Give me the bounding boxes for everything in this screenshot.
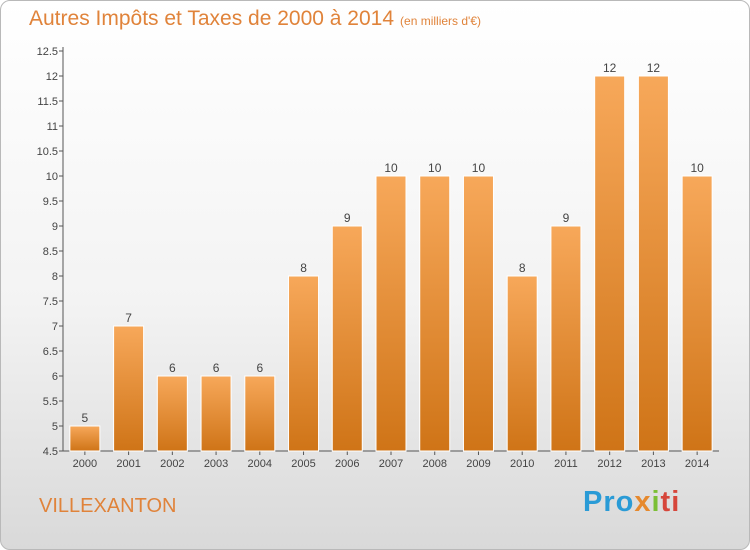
y-tick-label: 5.5 [43, 396, 58, 408]
town-name: VILLEXANTON [39, 495, 177, 517]
x-tick-label: 2008 [422, 458, 446, 470]
data-label: 12 [603, 61, 617, 75]
bar [156, 375, 188, 452]
data-label: 6 [169, 361, 176, 375]
x-tick-label: 2014 [685, 458, 709, 470]
y-tick-label: 9.5 [43, 196, 58, 208]
data-label: 5 [82, 411, 89, 425]
y-tick-label: 12.5 [37, 46, 58, 58]
data-label: 10 [428, 161, 442, 175]
y-tick-label: 6 [52, 371, 58, 383]
x-tick-label: 2007 [379, 458, 403, 470]
proxiti-logo[interactable]: Proxiti [583, 486, 681, 518]
data-label: 9 [563, 211, 570, 225]
bar [681, 175, 713, 452]
y-tick-label: 6.5 [43, 346, 58, 358]
y-tick-label: 8.5 [43, 246, 58, 258]
x-tick-label: 2005 [291, 458, 315, 470]
x-tick-label: 2010 [510, 458, 534, 470]
bar [462, 175, 494, 452]
data-label: 8 [519, 261, 526, 275]
title-text: Autres Impôts et Taxes de 2000 à 2014 [29, 7, 395, 30]
bar [419, 175, 451, 452]
bar [244, 375, 276, 452]
data-label: 6 [213, 361, 220, 375]
x-tick-label: 2004 [248, 458, 272, 470]
bar [637, 75, 669, 452]
y-tick-label: 9 [52, 221, 58, 233]
y-tick-label: 10.5 [37, 146, 58, 158]
bar [331, 225, 363, 452]
data-label: 9 [344, 211, 351, 225]
bar [288, 275, 320, 452]
y-tick-label: 5 [52, 421, 58, 433]
bar [375, 175, 407, 452]
bar [69, 425, 101, 452]
data-label: 10 [472, 161, 486, 175]
x-tick-label: 2001 [116, 458, 140, 470]
data-label: 7 [125, 311, 132, 325]
x-tick-label: 2012 [597, 458, 621, 470]
x-tick-label: 2009 [466, 458, 490, 470]
chart-title: Autres Impôts et Taxes de 2000 à 2014 (en… [29, 7, 481, 31]
x-tick-label: 2003 [204, 458, 228, 470]
bars: 5 7 6 6 6 8 9 10 10 10 8 9 12 12 10 [69, 61, 713, 452]
bar [200, 375, 232, 452]
x-tick-label: 2013 [641, 458, 665, 470]
y-tick-label: 8 [52, 271, 58, 283]
data-label: 6 [256, 361, 263, 375]
y-tick-label: 7.5 [43, 296, 58, 308]
bar [550, 225, 582, 452]
x-tick-label: 2000 [73, 458, 97, 470]
x-tick-label: 2011 [554, 458, 578, 470]
bar [113, 325, 145, 452]
y-tick-label: 11 [47, 121, 58, 133]
data-label: 8 [300, 261, 307, 275]
data-label: 10 [384, 161, 398, 175]
x-tick-label: 2002 [160, 458, 184, 470]
bar [506, 275, 538, 452]
y-tick-label: 7 [52, 321, 58, 333]
chart-subtitle: (en milliers d'€) [400, 14, 482, 28]
y-tick-label: 4.5 [43, 446, 58, 458]
y-tick-label: 10 [46, 171, 58, 183]
x-tick-label: 2006 [335, 458, 359, 470]
data-label: 12 [647, 61, 661, 75]
y-tick-label: 11.5 [37, 96, 58, 108]
bar [594, 75, 626, 452]
data-label: 10 [690, 161, 704, 175]
y-tick-label: 12 [46, 71, 58, 83]
